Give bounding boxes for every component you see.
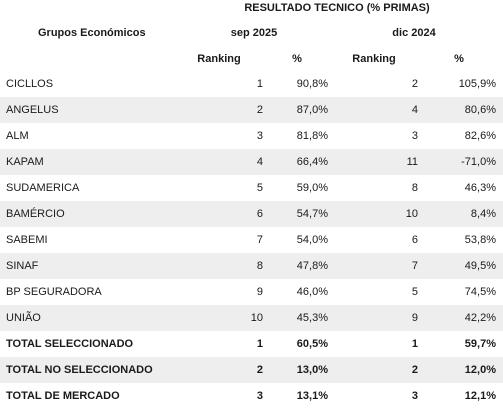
pct-dic-2024: 42,2% <box>464 312 496 324</box>
pct-dic-2024: 53,8% <box>464 234 496 246</box>
pct-dic-2024: 74,5% <box>464 286 496 298</box>
ranking-dic-2024: 3 <box>411 130 418 142</box>
ranking-dic-2024: 6 <box>411 234 418 246</box>
pct-header-sep: % <box>292 53 302 65</box>
ranking-dic-2024: 2 <box>411 364 418 376</box>
pct-sep-2025: 13,1% <box>296 390 328 402</box>
company-name: TOTAL NO SELECCIONADO <box>6 364 153 376</box>
company-name: ALM <box>6 130 29 142</box>
ranking-sep-2025: 4 <box>256 156 263 168</box>
pct-sep-2025: 66,4% <box>296 156 328 168</box>
table-row: ALM 3 81,8% 3 82,6% <box>0 123 503 149</box>
ranking-sep-2025: 8 <box>256 260 263 272</box>
pct-dic-2024: -71,0% <box>461 156 496 168</box>
pct-sep-2025: 87,0% <box>296 104 328 116</box>
ranking-dic-2024: 3 <box>411 390 418 402</box>
table-row: UNIÃO 10 45,3% 9 42,2% <box>0 305 503 331</box>
ranking-sep-2025: 3 <box>256 130 263 142</box>
ranking-dic-2024: 5 <box>411 286 418 298</box>
pct-header-dic: % <box>454 53 464 65</box>
pct-sep-2025: 54,0% <box>296 234 328 246</box>
table-row: KAPAM 4 66,4% 11 -71,0% <box>0 149 503 175</box>
pct-dic-2024: 59,7% <box>464 338 496 350</box>
company-name: ANGELUS <box>6 104 59 116</box>
company-name: BAMÉRCIO <box>6 208 65 220</box>
period-dic-2024-header: dic 2024 <box>392 27 436 39</box>
ranking-sep-2025: 6 <box>256 208 263 220</box>
pct-dic-2024: 105,9% <box>458 78 496 90</box>
ranking-sep-2025: 2 <box>256 364 263 376</box>
ranking-sep-2025: 1 <box>256 338 263 350</box>
company-name: CICLLOS <box>6 78 54 90</box>
table-title: RESULTADO TECNICO (% PRIMAS) <box>244 2 430 14</box>
pct-sep-2025: 60,5% <box>296 338 328 350</box>
table-row: CICLLOS 1 90,8% 2 105,9% <box>0 71 503 97</box>
table-row: TOTAL DE MERCADO 3 13,1% 3 12,1% <box>0 383 503 409</box>
company-name: SUDAMERICA <box>6 182 80 194</box>
company-name: SABEMI <box>6 234 48 246</box>
pct-dic-2024: 12,1% <box>464 390 496 402</box>
pct-sep-2025: 54,7% <box>296 208 328 220</box>
company-name: KAPAM <box>6 156 44 168</box>
ranking-sep-2025: 10 <box>250 312 263 324</box>
table-row: BP SEGURADORA 9 46,0% 5 74,5% <box>0 279 503 305</box>
pct-sep-2025: 59,0% <box>296 182 328 194</box>
pct-sep-2025: 47,8% <box>296 260 328 272</box>
groups-column-header: Grupos Económicos <box>38 27 146 39</box>
table-row: ANGELUS 2 87,0% 4 80,6% <box>0 97 503 123</box>
ranking-dic-2024: 7 <box>411 260 418 272</box>
pct-dic-2024: 46,3% <box>464 182 496 194</box>
company-name: TOTAL DE MERCADO <box>6 390 120 402</box>
pct-sep-2025: 45,3% <box>296 312 328 324</box>
table-row: SINAF 8 47,8% 7 49,5% <box>0 253 503 279</box>
pct-dic-2024: 12,0% <box>464 364 496 376</box>
pct-dic-2024: 8,4% <box>470 208 496 220</box>
pct-sep-2025: 46,0% <box>296 286 328 298</box>
ranking-sep-2025: 9 <box>256 286 263 298</box>
ranking-dic-2024: 10 <box>405 208 418 220</box>
ranking-sep-2025: 5 <box>256 182 263 194</box>
pct-sep-2025: 13,0% <box>296 364 328 376</box>
ranking-dic-2024: 1 <box>411 338 418 350</box>
ranking-dic-2024: 9 <box>411 312 418 324</box>
ranking-sep-2025: 2 <box>256 104 263 116</box>
ranking-header-sep: Ranking <box>197 53 241 65</box>
ranking-header-dic: Ranking <box>352 53 396 65</box>
ranking-dic-2024: 8 <box>411 182 418 194</box>
pct-sep-2025: 81,8% <box>296 130 328 142</box>
table-row: TOTAL NO SELECCIONADO 2 13,0% 2 12,0% <box>0 357 503 383</box>
company-name: UNIÃO <box>6 312 41 324</box>
ranking-sep-2025: 1 <box>256 78 263 90</box>
company-name: BP SEGURADORA <box>6 286 102 298</box>
table-row: SUDAMERICA 5 59,0% 8 46,3% <box>0 175 503 201</box>
ranking-sep-2025: 7 <box>256 234 263 246</box>
pct-dic-2024: 80,6% <box>464 104 496 116</box>
ranking-table-body: CICLLOS 1 90,8% 2 105,9% ANGELUS 2 87,0% 4 80,6% A… <box>0 71 503 409</box>
company-name: SINAF <box>6 260 39 272</box>
period-sep-2025-header: sep 2025 <box>230 27 278 39</box>
ranking-dic-2024: 4 <box>411 104 418 116</box>
ranking-dic-2024: 2 <box>411 78 418 90</box>
pct-dic-2024: 49,5% <box>464 260 496 272</box>
table-row: TOTAL SELECCIONADO 1 60,5% 1 59,7% <box>0 331 503 357</box>
pct-sep-2025: 90,8% <box>296 78 328 90</box>
table-row: BAMÉRCIO 6 54,7% 10 8,4% <box>0 201 503 227</box>
ranking-sep-2025: 3 <box>256 390 263 402</box>
table-row: SABEMI 7 54,0% 6 53,8% <box>0 227 503 253</box>
ranking-dic-2024: 11 <box>406 156 418 168</box>
company-name: TOTAL SELECCIONADO <box>6 338 134 350</box>
pct-dic-2024: 82,6% <box>464 130 496 142</box>
